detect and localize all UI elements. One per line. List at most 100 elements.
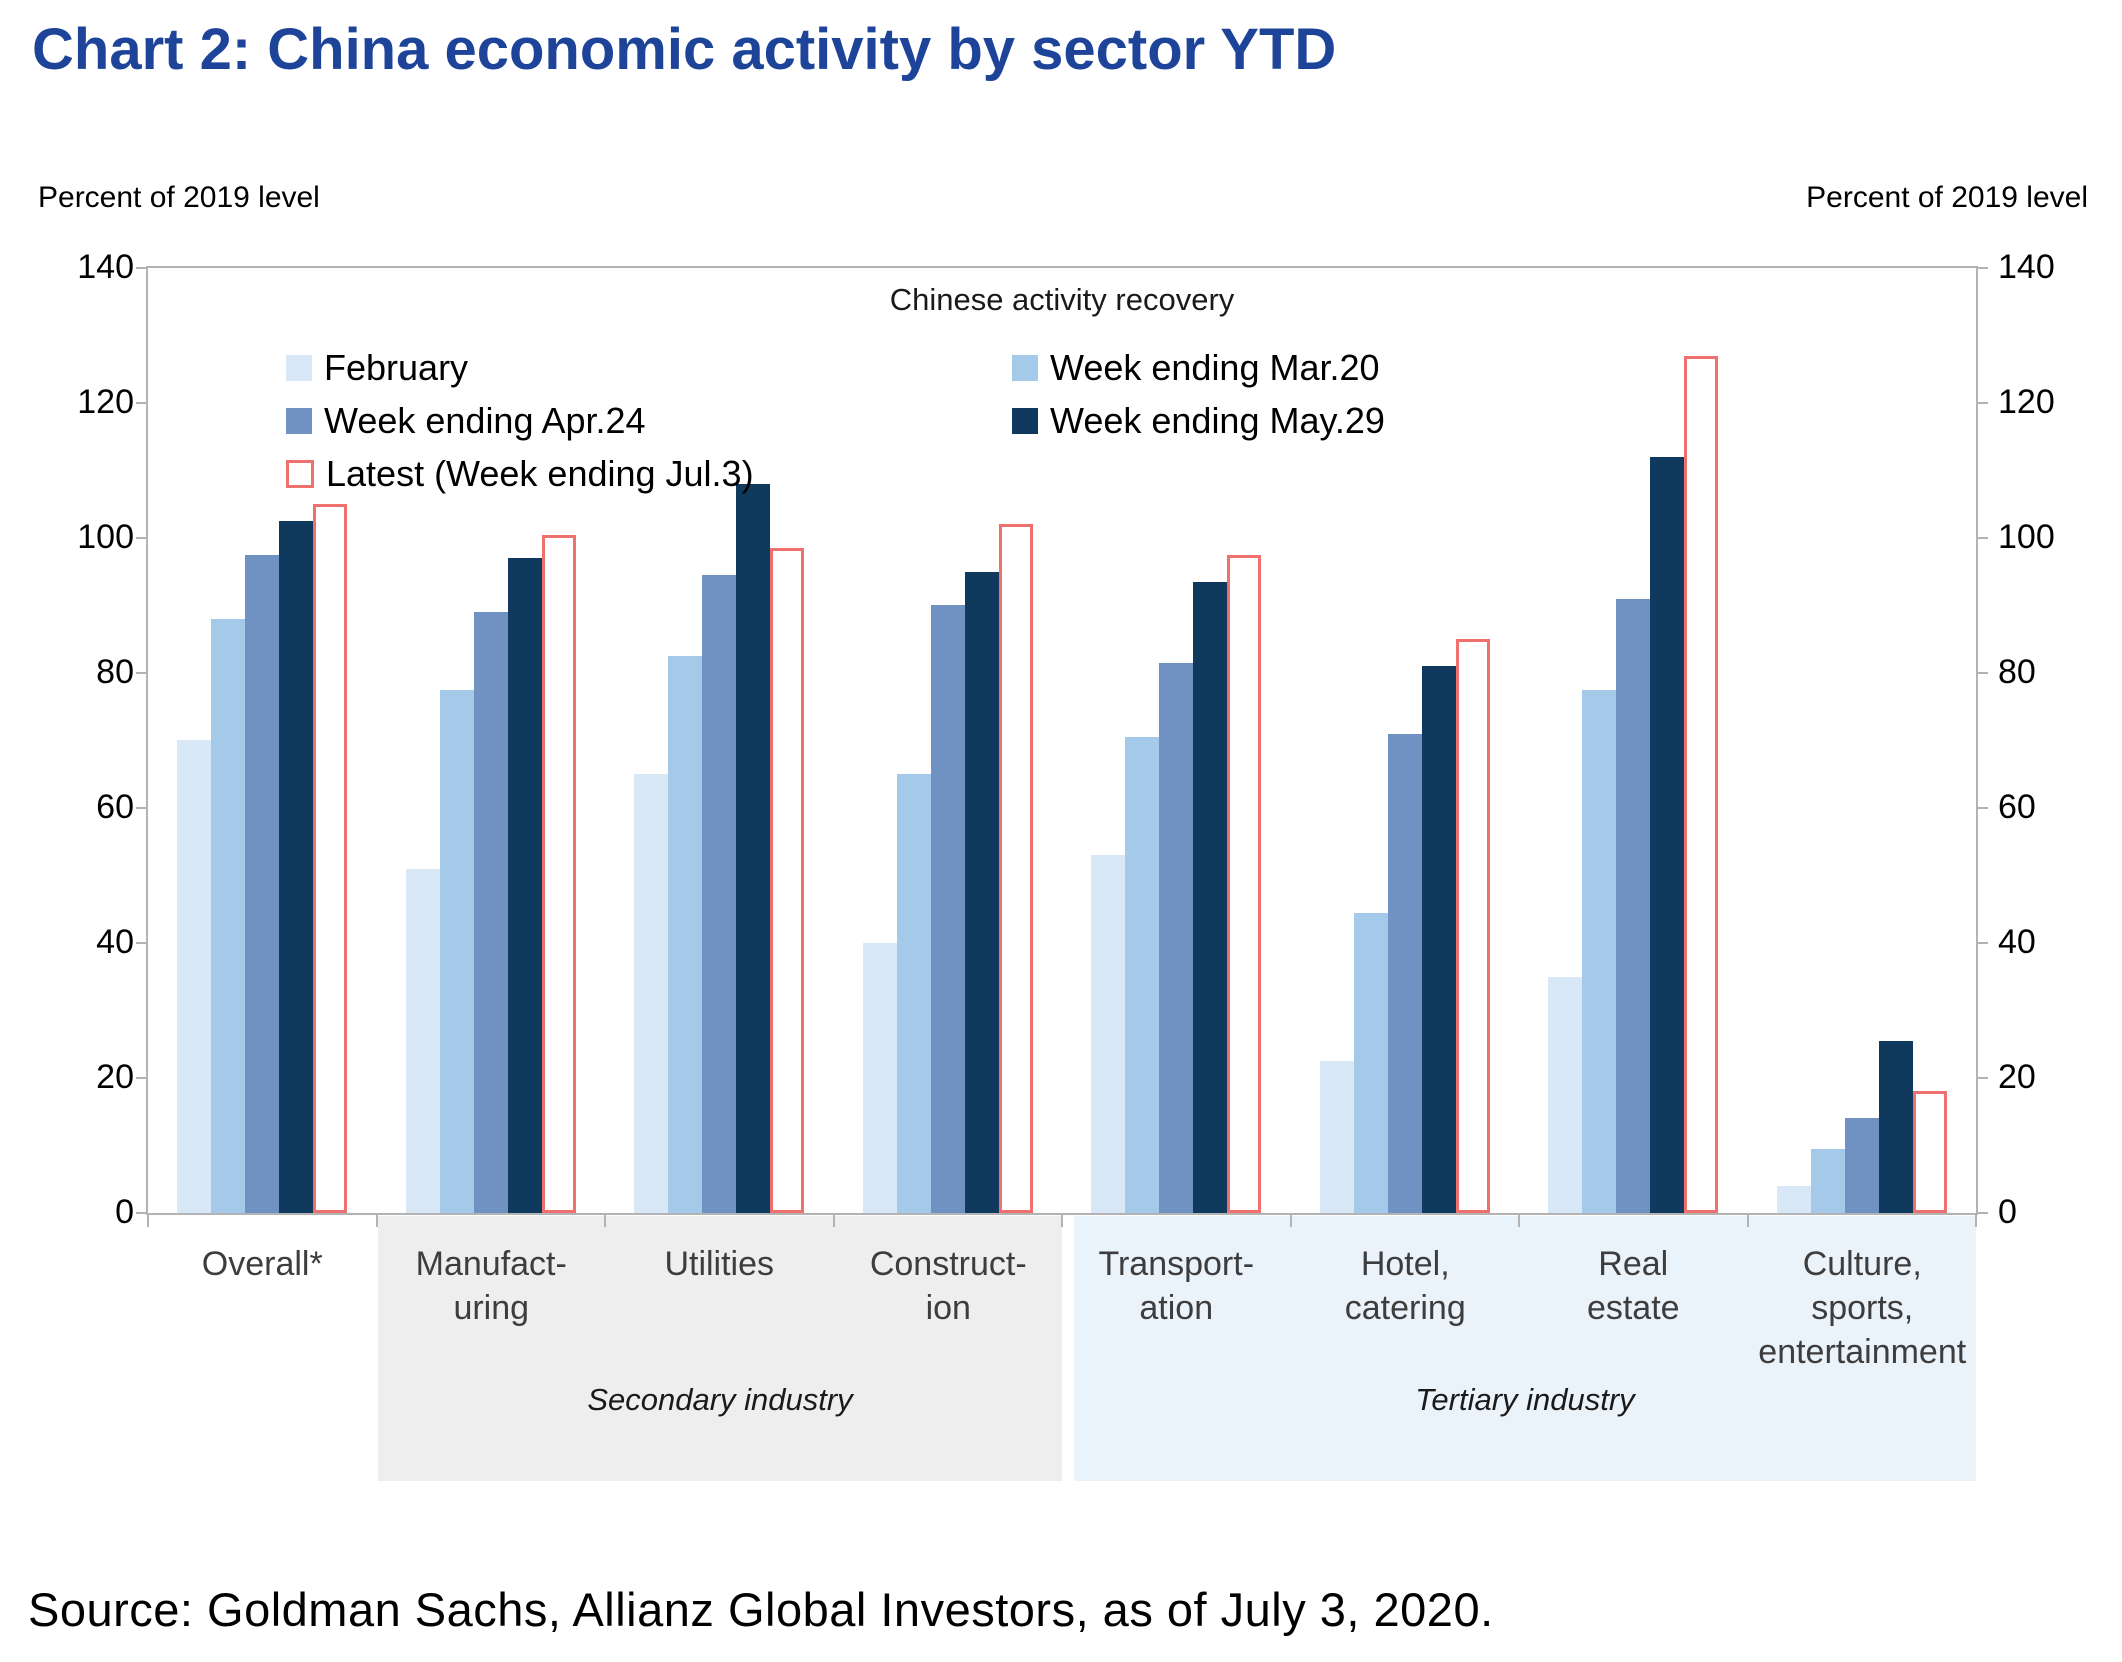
source-note: Source: Goldman Sachs, Allianz Global In… [28, 1583, 1494, 1636]
bar [1456, 639, 1490, 1213]
category-label: Construct- ion [869, 1245, 1027, 1327]
x-tick [1747, 1213, 1749, 1227]
y-tick-label-right: 60 [1998, 788, 2036, 826]
y-tick-left [136, 807, 148, 809]
bar [897, 774, 931, 1213]
legend-item-latest: Latest (Week ending Jul.3) [286, 447, 754, 500]
y-tick-right [1976, 402, 1988, 404]
legend-item-february: February [286, 341, 754, 394]
y-tick-left [136, 672, 148, 674]
x-tick [147, 1213, 149, 1227]
bar [1582, 690, 1616, 1213]
bar [542, 535, 576, 1213]
x-tick [1518, 1213, 1520, 1227]
bar [1320, 1061, 1354, 1213]
bar [474, 612, 508, 1213]
bar [668, 656, 702, 1213]
bar [1422, 666, 1456, 1213]
y-tick-label-right: 80 [1998, 653, 2036, 691]
category-label: Utilities [664, 1245, 775, 1283]
bar [1091, 855, 1125, 1213]
y-axis-title-left: Percent of 2019 level [38, 181, 320, 214]
y-tick-label-left: 100 [77, 518, 134, 556]
x-tick [604, 1213, 606, 1227]
legend-swatch-february [286, 354, 312, 381]
bar [634, 774, 668, 1213]
y-tick-right [1976, 267, 1988, 269]
bar [736, 484, 770, 1213]
category-label: Manufact- uring [415, 1245, 567, 1327]
bar [440, 690, 474, 1213]
legend-column-1: February Week ending Apr.24 Latest (Week… [286, 341, 754, 500]
y-tick-right [1976, 807, 1988, 809]
y-tick-left [136, 402, 148, 404]
x-tick [1290, 1213, 1292, 1227]
y-tick-label-left: 120 [77, 383, 134, 421]
legend-item-week-ending-may-29: Week ending May.29 [1012, 394, 1385, 447]
y-tick-label-left: 20 [96, 1058, 134, 1096]
bar [1811, 1149, 1845, 1213]
category-label: Culture, sports, entertainment [1758, 1245, 1967, 1371]
bar [863, 943, 897, 1213]
legend-label: February [324, 346, 469, 388]
bar [1388, 734, 1422, 1213]
legend-label: Week ending Mar.20 [1050, 346, 1380, 388]
tertiary-industry-band [1074, 1216, 1976, 1481]
y-tick-right [1976, 1077, 1988, 1079]
x-tick [833, 1213, 835, 1227]
bar [931, 605, 965, 1213]
secondary-industry-label: Secondary industry [587, 1382, 853, 1417]
y-tick-label-left: 0 [115, 1193, 134, 1231]
bar [1159, 663, 1193, 1213]
bar [770, 548, 804, 1213]
category-label: Transport- ation [1098, 1245, 1255, 1327]
y-tick-left [136, 1077, 148, 1079]
bar [211, 619, 245, 1213]
bar [313, 504, 347, 1213]
bar [1913, 1091, 1947, 1213]
plot-border-top [146, 266, 1978, 268]
legend-caption: Chinese activity recovery [889, 282, 1235, 317]
bar [508, 558, 542, 1213]
bar [406, 869, 440, 1213]
legend-label: Week ending Apr.24 [324, 399, 646, 441]
y-tick-label-left: 140 [77, 248, 134, 286]
secondary-industry-band [378, 1216, 1062, 1481]
y-tick-label-right: 0 [1998, 1193, 2017, 1231]
bar [1227, 555, 1261, 1213]
category-label: Real estate [1586, 1245, 1680, 1327]
y-tick-left [136, 267, 148, 269]
y-tick-left [136, 537, 148, 539]
bar [245, 555, 279, 1213]
bar [1684, 356, 1718, 1213]
y-tick-left [136, 942, 148, 944]
x-tick [1061, 1213, 1063, 1227]
legend-swatch-latest [286, 459, 314, 488]
y-tick-label-left: 40 [96, 923, 134, 961]
bar [1650, 457, 1684, 1213]
category-label: Hotel, catering [1344, 1245, 1466, 1327]
tertiary-industry-label: Tertiary industry [1415, 1382, 1635, 1417]
legend-swatch-week-ending-may-29 [1012, 407, 1038, 434]
bar [177, 740, 211, 1213]
y-tick-label-left: 80 [96, 653, 134, 691]
legend-swatch-week-ending-apr-24 [286, 407, 312, 434]
legend-label: Week ending May.29 [1050, 399, 1385, 441]
y-tick-label-right: 20 [1998, 1058, 2036, 1096]
legend-column-2: Week ending Mar.20 Week ending May.29 [1012, 341, 1385, 447]
legend-swatch-week-ending-mar-20 [1012, 354, 1038, 381]
bar [1777, 1186, 1811, 1213]
legend-item-week-ending-apr-24: Week ending Apr.24 [286, 394, 754, 447]
x-tick [376, 1213, 378, 1227]
y-tick-right [1976, 1212, 1988, 1214]
category-label: Overall* [201, 1245, 323, 1283]
bar [1879, 1041, 1913, 1213]
bar [1548, 977, 1582, 1213]
y-tick-label-left: 60 [96, 788, 134, 826]
bar [1193, 582, 1227, 1213]
y-axis-line-right [1976, 266, 1978, 1215]
bar [1125, 737, 1159, 1213]
bar [999, 524, 1033, 1213]
y-tick-label-right: 140 [1998, 248, 2055, 286]
